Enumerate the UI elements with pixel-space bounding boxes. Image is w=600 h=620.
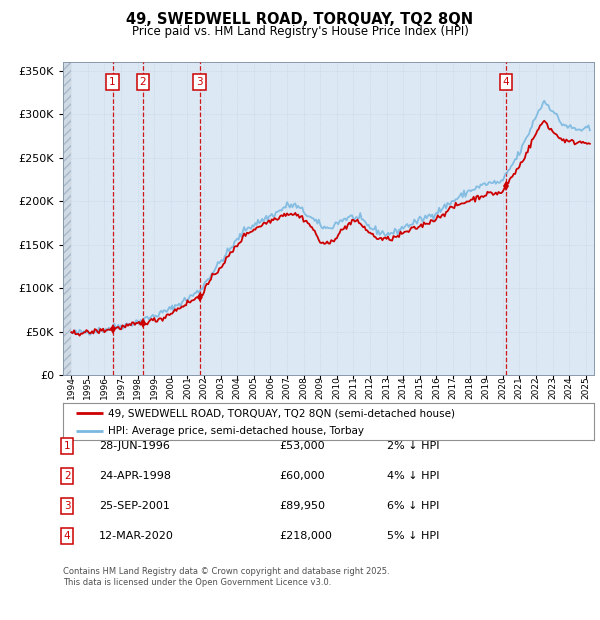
Text: 1: 1 xyxy=(109,78,116,87)
Text: 2000: 2000 xyxy=(166,376,175,399)
Text: 6% ↓ HPI: 6% ↓ HPI xyxy=(387,501,439,511)
Text: 1995: 1995 xyxy=(83,376,92,399)
Text: 2010: 2010 xyxy=(332,376,341,399)
Text: 2011: 2011 xyxy=(349,376,358,399)
Text: 2025: 2025 xyxy=(581,376,590,399)
Text: 2014: 2014 xyxy=(398,376,407,399)
Text: 2012: 2012 xyxy=(365,376,374,399)
Bar xyxy=(63,62,71,375)
Text: 2020: 2020 xyxy=(498,376,507,399)
Text: 2005: 2005 xyxy=(250,376,259,399)
Text: 1997: 1997 xyxy=(116,376,125,399)
Text: 4: 4 xyxy=(64,531,71,541)
Text: £53,000: £53,000 xyxy=(279,441,325,451)
Text: 49, SWEDWELL ROAD, TORQUAY, TQ2 8QN (semi-detached house): 49, SWEDWELL ROAD, TORQUAY, TQ2 8QN (sem… xyxy=(108,408,455,418)
Text: 2015: 2015 xyxy=(415,376,424,399)
Text: 2004: 2004 xyxy=(233,376,242,399)
Text: 2019: 2019 xyxy=(482,376,491,399)
Text: 12-MAR-2020: 12-MAR-2020 xyxy=(99,531,174,541)
Text: 2006: 2006 xyxy=(266,376,275,399)
Text: 2022: 2022 xyxy=(532,376,541,399)
Text: 2017: 2017 xyxy=(448,376,457,399)
Text: 2003: 2003 xyxy=(216,376,225,399)
Text: 3: 3 xyxy=(64,501,71,511)
Text: £218,000: £218,000 xyxy=(279,531,332,541)
Text: 4: 4 xyxy=(503,78,509,87)
Text: £60,000: £60,000 xyxy=(279,471,325,481)
Text: 49, SWEDWELL ROAD, TORQUAY, TQ2 8QN: 49, SWEDWELL ROAD, TORQUAY, TQ2 8QN xyxy=(127,12,473,27)
Text: 2018: 2018 xyxy=(465,376,474,399)
Text: 24-APR-1998: 24-APR-1998 xyxy=(99,471,171,481)
Text: 2016: 2016 xyxy=(432,376,441,399)
Text: 28-JUN-1996: 28-JUN-1996 xyxy=(99,441,170,451)
Text: 3: 3 xyxy=(196,78,203,87)
Text: 2001: 2001 xyxy=(183,376,192,399)
Text: 2009: 2009 xyxy=(316,376,325,399)
Text: Price paid vs. HM Land Registry's House Price Index (HPI): Price paid vs. HM Land Registry's House … xyxy=(131,25,469,38)
Text: £89,950: £89,950 xyxy=(279,501,325,511)
Text: 2002: 2002 xyxy=(200,376,209,399)
Text: 25-SEP-2001: 25-SEP-2001 xyxy=(99,501,170,511)
Text: 2024: 2024 xyxy=(565,376,574,399)
Text: 1: 1 xyxy=(64,441,71,451)
Text: 2: 2 xyxy=(64,471,71,481)
Text: HPI: Average price, semi-detached house, Torbay: HPI: Average price, semi-detached house,… xyxy=(108,426,364,436)
Text: 4% ↓ HPI: 4% ↓ HPI xyxy=(387,471,439,481)
Text: 2013: 2013 xyxy=(382,376,391,399)
Text: 2021: 2021 xyxy=(515,376,524,399)
Text: 1998: 1998 xyxy=(133,376,142,399)
Text: 1994: 1994 xyxy=(67,376,76,399)
Text: 2: 2 xyxy=(140,78,146,87)
Text: 1999: 1999 xyxy=(150,376,159,399)
Text: Contains HM Land Registry data © Crown copyright and database right 2025.
This d: Contains HM Land Registry data © Crown c… xyxy=(63,567,389,587)
Text: 1996: 1996 xyxy=(100,376,109,399)
Text: 2008: 2008 xyxy=(299,376,308,399)
Text: 2007: 2007 xyxy=(283,376,292,399)
Text: 2023: 2023 xyxy=(548,376,557,399)
Text: 5% ↓ HPI: 5% ↓ HPI xyxy=(387,531,439,541)
Text: 2% ↓ HPI: 2% ↓ HPI xyxy=(387,441,439,451)
